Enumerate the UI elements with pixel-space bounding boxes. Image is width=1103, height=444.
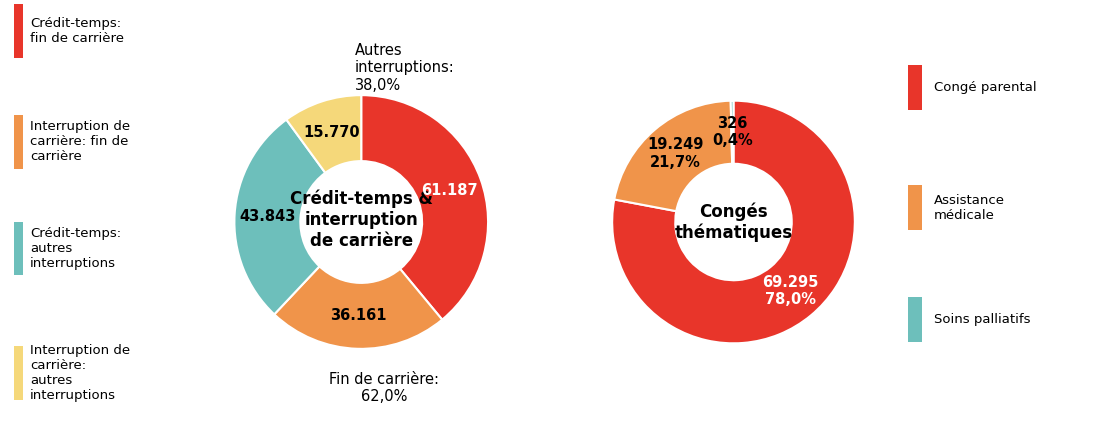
Text: Congés
thématiques: Congés thématiques [674,202,793,242]
Text: Congé parental: Congé parental [934,81,1037,94]
Text: 19.249
21,7%: 19.249 21,7% [647,137,704,170]
Text: Crédit-temps &
interruption
de carrière: Crédit-temps & interruption de carrière [290,190,432,250]
Wedge shape [614,101,732,211]
FancyBboxPatch shape [13,346,23,400]
Text: Interruption de
carrière: fin de
carrière: Interruption de carrière: fin de carrièr… [30,120,130,163]
Text: Autres
interruptions:
38,0%: Autres interruptions: 38,0% [355,43,454,93]
Wedge shape [275,266,442,349]
Text: 326
0,4%: 326 0,4% [713,116,753,148]
Text: Assistance
médicale: Assistance médicale [934,194,1005,222]
FancyBboxPatch shape [909,185,922,230]
FancyBboxPatch shape [13,222,23,275]
Text: Crédit-temps:
autres
interruptions: Crédit-temps: autres interruptions [30,227,121,270]
Wedge shape [235,119,325,314]
Wedge shape [730,101,733,164]
FancyBboxPatch shape [13,4,23,58]
Text: Soins palliatifs: Soins palliatifs [934,313,1030,326]
Text: 43.843: 43.843 [239,209,296,224]
Text: Crédit-temps:
fin de carrière: Crédit-temps: fin de carrière [30,17,124,45]
FancyBboxPatch shape [909,297,922,342]
Wedge shape [612,101,855,343]
Wedge shape [361,95,488,320]
Text: 69.295
78,0%: 69.295 78,0% [762,275,818,307]
FancyBboxPatch shape [909,65,922,110]
Text: Interruption de
carrière:
autres
interruptions: Interruption de carrière: autres interru… [30,344,130,402]
Text: Fin de carrière:
62,0%: Fin de carrière: 62,0% [329,372,439,404]
Wedge shape [287,95,362,173]
Text: 36.161: 36.161 [330,308,386,323]
Text: 15.770: 15.770 [303,125,361,140]
Text: 61.187: 61.187 [421,182,478,198]
FancyBboxPatch shape [13,115,23,169]
